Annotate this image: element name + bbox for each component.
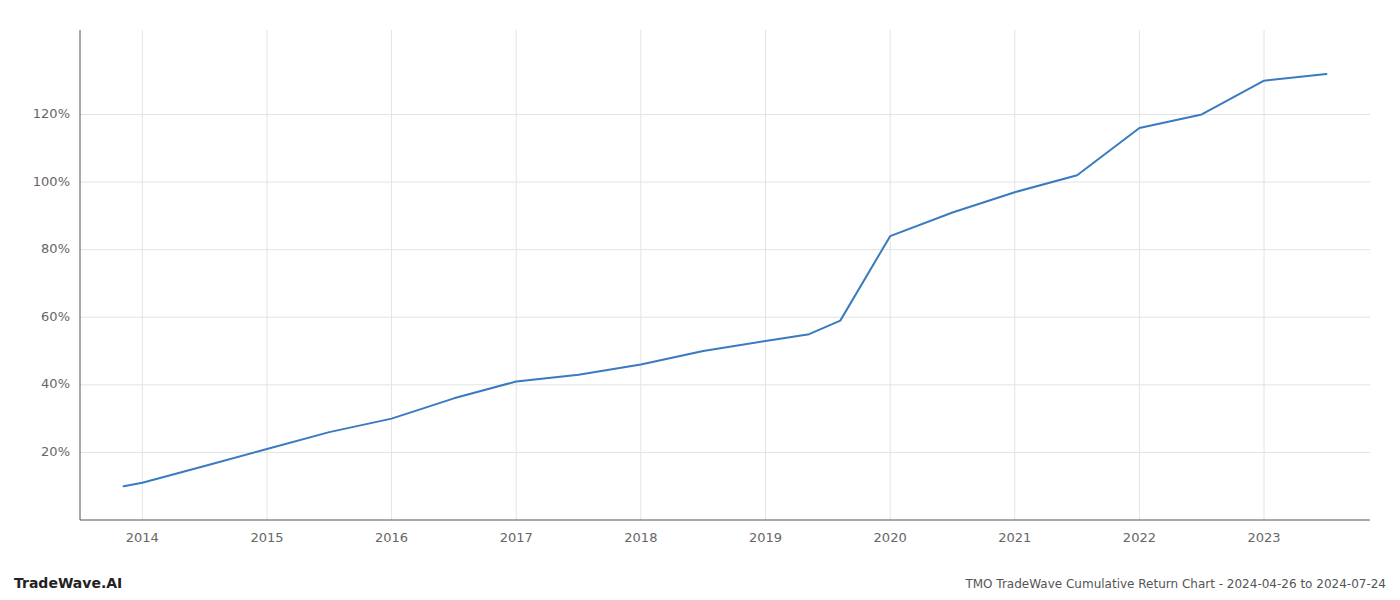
x-tick-label: 2018 (624, 530, 657, 545)
x-grid-line (1014, 30, 1015, 520)
y-axis-line (80, 30, 81, 520)
y-tick-label: 80% (41, 241, 70, 256)
x-grid-line (516, 30, 517, 520)
tick-labels: 20% 40% 60% 80% 100% 120% 2014 2015 2016 2017 2018… (33, 106, 1281, 545)
x-tick-label: 2016 (375, 530, 408, 545)
chart: 20% 40% 60% 80% 100% 120% 2014 2015 2016 2017 2018… (0, 0, 1400, 600)
x-tick-label: 2022 (1123, 530, 1156, 545)
y-tick-label: 60% (41, 309, 70, 324)
x-tick-label: 2020 (874, 530, 907, 545)
x-tick-label: 2023 (1248, 530, 1281, 545)
y-grid-line (80, 114, 1370, 115)
y-tick-label: 120% (33, 106, 70, 121)
y-grid-line (80, 452, 1370, 453)
y-tick-label: 100% (33, 174, 70, 189)
x-tick-label: 2015 (250, 530, 283, 545)
x-grid-line (890, 30, 891, 520)
x-grid-line (765, 30, 766, 520)
y-tick-label: 20% (41, 444, 70, 459)
x-tick-label: 2021 (998, 530, 1031, 545)
x-tick-label: 2019 (749, 530, 782, 545)
plot-area (124, 74, 1327, 486)
watermark: TradeWave.AI (14, 575, 122, 591)
y-grid-line (80, 384, 1370, 385)
x-grid-line (391, 30, 392, 520)
y-grid-line (80, 317, 1370, 318)
x-grid-line (142, 30, 143, 520)
x-grid-line (1264, 30, 1265, 520)
x-grid-line (640, 30, 641, 520)
y-grid-line (80, 182, 1370, 183)
x-tick-label: 2017 (500, 530, 533, 545)
y-grid-line (80, 249, 1370, 250)
y-tick-label: 40% (41, 376, 70, 391)
x-grid-line (1139, 30, 1140, 520)
line (124, 74, 1327, 486)
chart-container: 20% 40% 60% 80% 100% 120% 2014 2015 2016 2017 2018… (0, 0, 1400, 600)
title: TMO TradeWave Cumulative Return Chart - … (964, 577, 1386, 591)
x-grid-line (266, 30, 267, 520)
grid (80, 30, 1370, 520)
x-tick-label: 2014 (126, 530, 159, 545)
x-axis-line (80, 520, 1370, 521)
